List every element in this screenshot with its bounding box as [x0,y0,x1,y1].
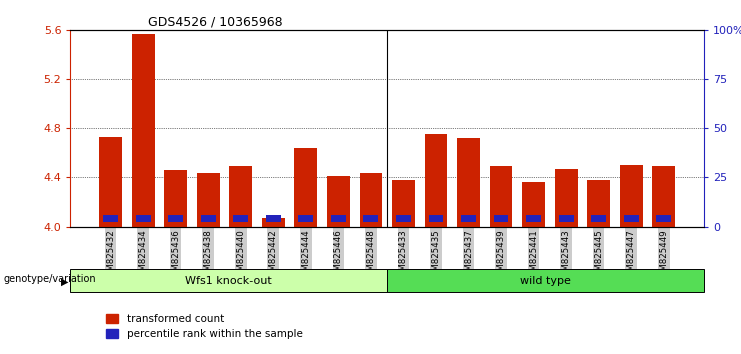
Text: wild type: wild type [520,275,571,286]
Bar [262,218,285,227]
Bar [392,180,415,227]
Bar [526,215,541,222]
Bar [428,215,443,222]
Bar [364,215,379,222]
Text: ▶: ▶ [61,277,68,287]
Bar [396,215,411,222]
Bar [522,182,545,227]
Bar [165,170,187,227]
Bar [230,166,252,227]
Bar [457,138,480,227]
Bar [657,215,671,222]
Text: genotype/variation: genotype/variation [4,274,96,284]
Bar [588,180,610,227]
Bar [425,135,448,227]
Bar [490,166,513,227]
Legend: transformed count, percentile rank within the sample: transformed count, percentile rank withi… [102,310,307,343]
Bar [494,215,508,222]
Bar [103,215,118,222]
Bar [299,215,313,222]
Bar [197,172,219,227]
Bar [233,215,248,222]
Bar [624,215,639,222]
Bar [168,215,183,222]
Bar [132,34,155,227]
Bar [99,137,122,227]
Bar [201,215,216,222]
Bar [555,169,577,227]
Bar [327,176,350,227]
Bar [652,166,675,227]
Text: Wfs1 knock-out: Wfs1 knock-out [185,275,272,286]
Bar [559,215,574,222]
Bar [619,165,642,227]
Bar [331,215,346,222]
Bar [359,172,382,227]
Bar [461,215,476,222]
Text: GDS4526 / 10365968: GDS4526 / 10365968 [148,16,283,29]
Bar [266,215,281,222]
Bar [294,148,317,227]
Bar [591,215,606,222]
Bar [136,215,150,222]
